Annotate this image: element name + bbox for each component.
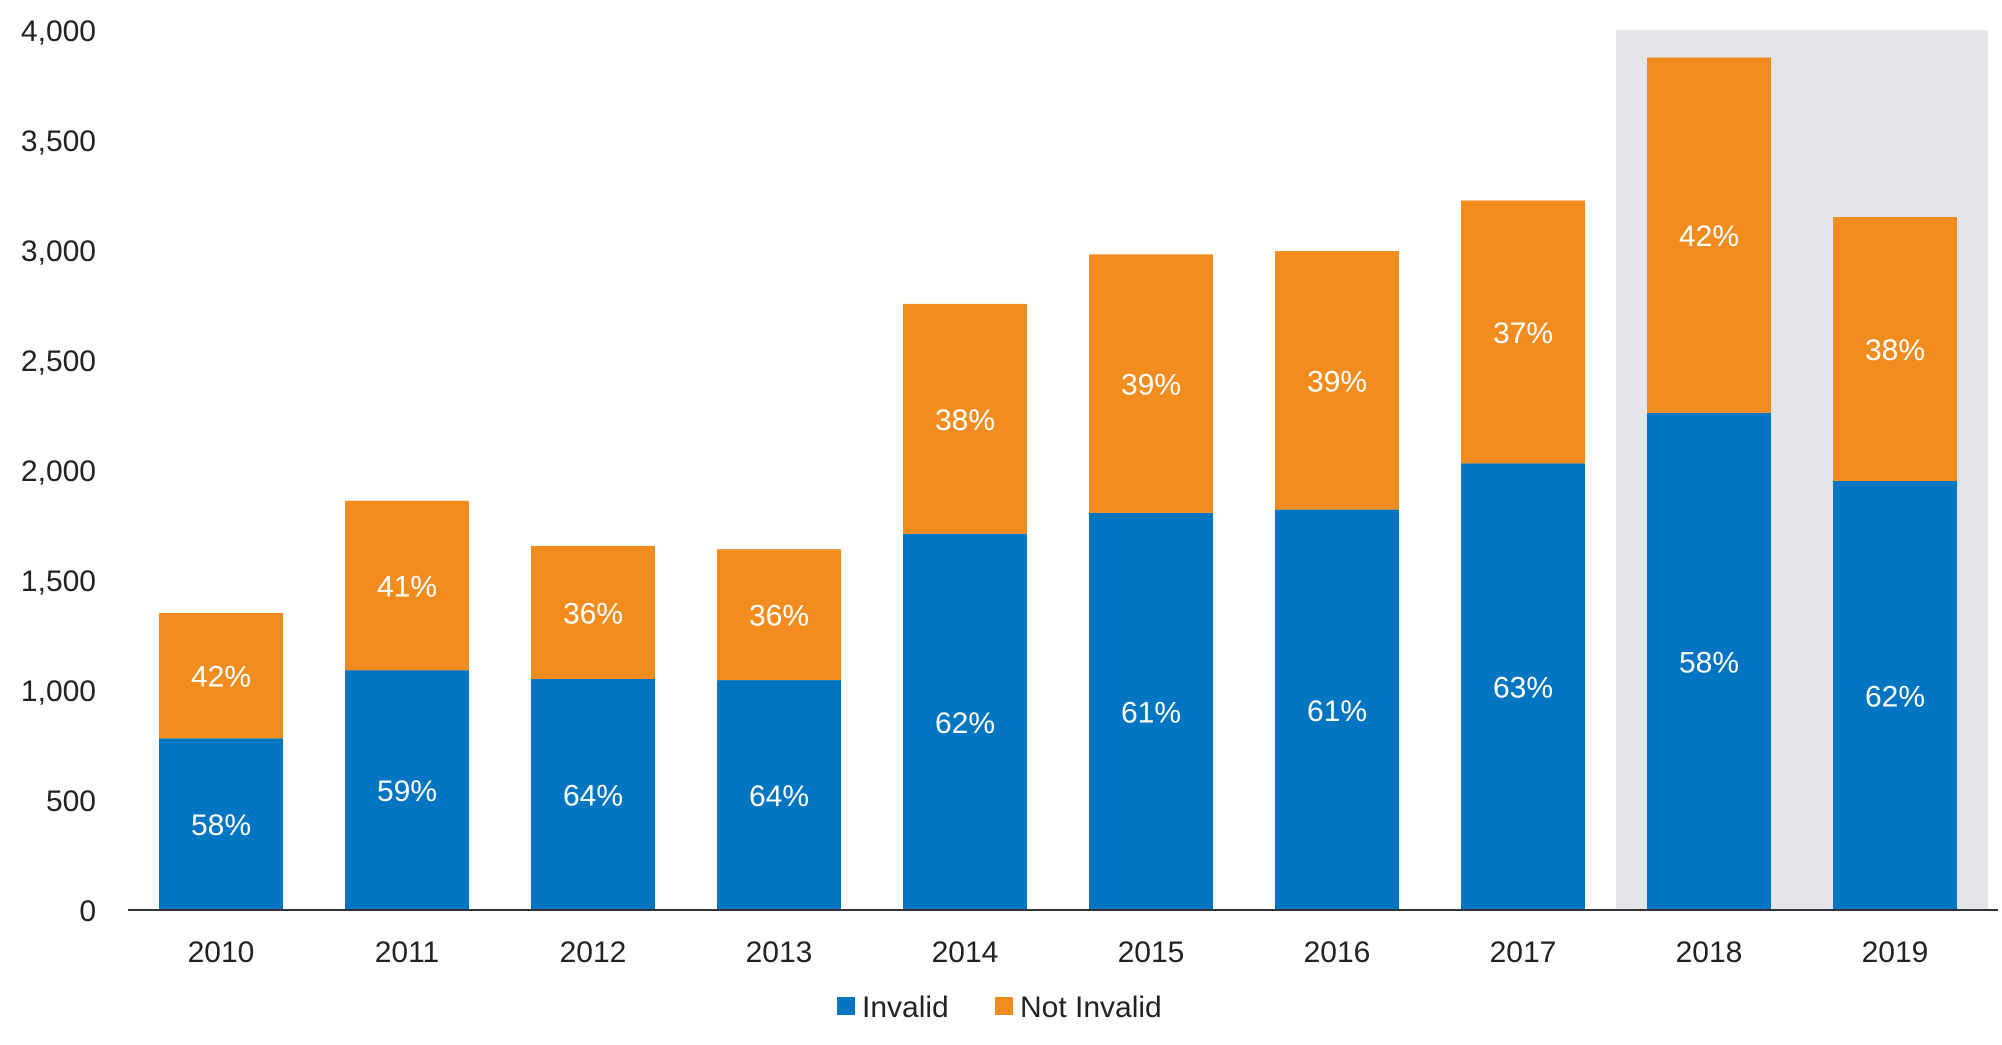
data-label: 62%	[935, 707, 995, 740]
legend: Invalid Not Invalid	[837, 991, 1162, 1024]
bars-layer: 58% 42% 59% 41% 64% 36% 64% 36% 62% 38% 61% 39% 61% 3…	[159, 58, 1957, 911]
data-label: 42%	[191, 661, 251, 694]
y-tick-label: 2,500	[21, 345, 96, 378]
data-label: 64%	[749, 780, 809, 813]
data-label: 36%	[563, 597, 623, 630]
y-tick-label: 3,000	[21, 235, 96, 268]
x-tick-label: 2017	[1490, 936, 1557, 969]
data-label: 63%	[1493, 672, 1553, 705]
data-label: 36%	[749, 600, 809, 633]
data-label: 39%	[1307, 365, 1367, 398]
legend-swatch	[837, 997, 855, 1015]
x-axis-ticks: 2010 2011 2012 2013 2014 2015 2016 2017 2018 2019	[188, 936, 1929, 969]
y-tick-label: 1,000	[21, 675, 96, 708]
data-label: 38%	[1865, 334, 1925, 367]
y-tick-label: 3,500	[21, 125, 96, 158]
data-label: 61%	[1307, 695, 1367, 728]
data-label: 42%	[1679, 220, 1739, 253]
x-tick-label: 2012	[560, 936, 627, 969]
data-label: 62%	[1865, 681, 1925, 714]
data-label: 39%	[1121, 369, 1181, 402]
x-tick-label: 2016	[1304, 936, 1371, 969]
x-tick-label: 2014	[932, 936, 999, 969]
x-tick-label: 2013	[746, 936, 813, 969]
legend-swatch	[995, 997, 1013, 1015]
legend-label: Not Invalid	[1020, 991, 1162, 1024]
y-tick-label: 2,000	[21, 455, 96, 488]
y-tick-label: 0	[79, 895, 96, 928]
x-tick-label: 2011	[375, 936, 440, 969]
x-tick-label: 2010	[188, 936, 255, 969]
x-tick-label: 2015	[1118, 936, 1185, 969]
x-tick-label: 2019	[1862, 936, 1929, 969]
data-label: 58%	[191, 809, 251, 842]
legend-label: Invalid	[862, 991, 949, 1024]
data-label: 58%	[1679, 646, 1739, 679]
data-label: 41%	[377, 571, 437, 604]
data-label: 37%	[1493, 317, 1553, 350]
data-label: 59%	[377, 775, 437, 808]
data-label: 38%	[935, 404, 995, 437]
data-label: 64%	[563, 780, 623, 813]
y-axis-ticks: 0 500 1,000 1,500 2,000 2,500 3,000 3,500 4,000	[21, 15, 96, 928]
y-tick-label: 1,500	[21, 565, 96, 598]
y-tick-label: 4,000	[21, 15, 96, 48]
y-tick-label: 500	[46, 785, 96, 818]
x-tick-label: 2018	[1676, 936, 1743, 969]
data-label: 61%	[1121, 696, 1181, 729]
